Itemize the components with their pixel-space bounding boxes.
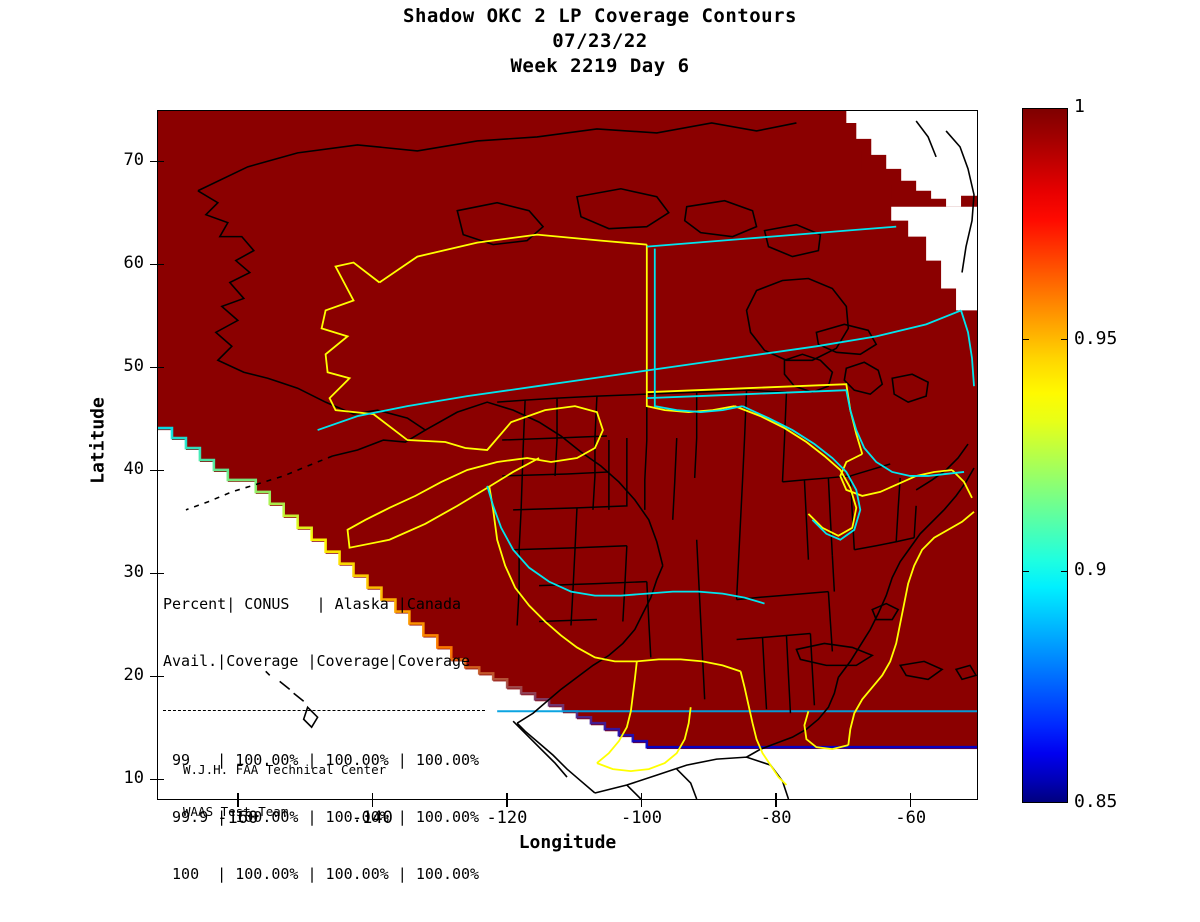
x-tick-label: -100 xyxy=(621,808,662,828)
colorbar-tick-mark xyxy=(1061,338,1068,341)
credit-line-2: WAAS Test Team xyxy=(183,804,289,819)
y-tick-mark-inner xyxy=(157,675,164,678)
coastline-layer xyxy=(185,120,977,799)
y-tick-mark xyxy=(150,572,157,575)
x-tick-label: -140 xyxy=(351,808,393,828)
y-tick-label: 50 xyxy=(123,356,144,377)
stats-table-divider xyxy=(163,710,485,711)
y-tick-label: 20 xyxy=(123,665,144,686)
credit-line-1: W.J.H. FAA Technical Center xyxy=(183,762,387,777)
colorbar-tick-label: 1 xyxy=(1074,96,1085,117)
colorbar-tick-mark xyxy=(1022,338,1029,341)
y-tick-label: 30 xyxy=(123,562,144,583)
x-tick-mark-inner xyxy=(909,793,912,800)
map-plot-area[interactable] xyxy=(157,110,978,800)
table-row: 100 | 100.00% | 100.00% | 100.00% xyxy=(163,865,480,883)
colorbar-tick-label: 0.85 xyxy=(1074,791,1118,812)
y-tick-mark xyxy=(150,778,157,781)
x-tick-label: -160 xyxy=(217,808,259,828)
x-tick-mark xyxy=(371,800,374,807)
y-tick-label: 10 xyxy=(123,768,144,789)
nodata-south-step xyxy=(497,709,587,752)
x-tick-label: -80 xyxy=(760,808,792,828)
x-tick-mark xyxy=(775,800,777,807)
x-tick-mark-inner xyxy=(640,793,643,800)
x-tick-label: -60 xyxy=(895,808,927,828)
y-tick-mark xyxy=(150,263,157,266)
contour-fringe xyxy=(158,426,977,749)
x-tick-mark xyxy=(909,800,912,807)
y-tick-mark-inner xyxy=(157,572,164,575)
y-tick-label: 70 xyxy=(123,150,144,171)
x-tick-mark-inner xyxy=(775,793,777,800)
y-tick-mark xyxy=(150,160,157,163)
y-tick-mark xyxy=(150,469,157,472)
x-tick-label: -120 xyxy=(486,808,528,828)
y-tick-mark-inner xyxy=(157,366,164,369)
canada-service-volume-boundary xyxy=(317,225,975,605)
colorbar-tick-label: 0.95 xyxy=(1074,327,1118,349)
y-tick-mark-inner xyxy=(157,160,164,163)
stats-header-row-1: Percent| CONUS | Alaska |Canada xyxy=(163,595,462,613)
coverage-stats-table: Percent| CONUS | Alaska |Canada Avail.|C… xyxy=(163,557,485,922)
x-tick-mark xyxy=(237,800,239,807)
figure-canvas: Shadow OKC 2 LP Coverage Contours 07/23/… xyxy=(0,4,1200,883)
colorbar-tick-mark xyxy=(1061,570,1068,573)
figure-title-block: Shadow OKC 2 LP Coverage Contours 07/23/… xyxy=(0,4,1200,79)
conus-alaska-service-volume-boundary xyxy=(320,233,975,786)
x-tick-mark-inner xyxy=(371,793,374,800)
y-tick-label: 40 xyxy=(123,459,144,480)
nodata-wedge-greenland xyxy=(891,206,977,311)
x-tick-mark xyxy=(506,800,508,807)
title-line-1: Shadow OKC 2 LP Coverage Contours xyxy=(403,5,797,27)
y-tick-mark-inner xyxy=(157,263,164,266)
y-tick-mark-inner xyxy=(157,469,164,472)
y-tick-mark xyxy=(150,675,157,678)
colorbar-tick-mark xyxy=(1022,570,1029,573)
table-row: 99.9 | 100.00% | 100.00% | 100.00% xyxy=(163,808,480,826)
nodata-south xyxy=(497,749,977,799)
x-axis-label: Longitude xyxy=(518,832,617,853)
coverage-map xyxy=(158,111,977,799)
colorbar-tick-label: 0.9 xyxy=(1074,559,1107,581)
stats-header-row-2: Avail.|Coverage |Coverage|Coverage xyxy=(163,652,471,670)
nodata-wedge-northeast xyxy=(846,111,977,207)
title-line-2: 07/23/22 xyxy=(552,30,648,52)
x-tick-mark xyxy=(640,800,643,807)
title-line-3: Week 2219 Day 6 xyxy=(510,55,690,77)
x-tick-mark-inner xyxy=(237,793,239,800)
x-tick-mark-inner xyxy=(506,793,508,800)
y-tick-mark xyxy=(150,366,157,369)
y-tick-label: 60 xyxy=(123,253,144,274)
y-tick-mark-inner xyxy=(157,778,164,781)
table-row: 99 | 100.00% | 100.00% | 100.00% xyxy=(163,751,480,769)
colorbar[interactable] xyxy=(1022,108,1068,803)
credit-block: W.J.H. FAA Technical Center WAAS Test Te… xyxy=(183,735,386,847)
